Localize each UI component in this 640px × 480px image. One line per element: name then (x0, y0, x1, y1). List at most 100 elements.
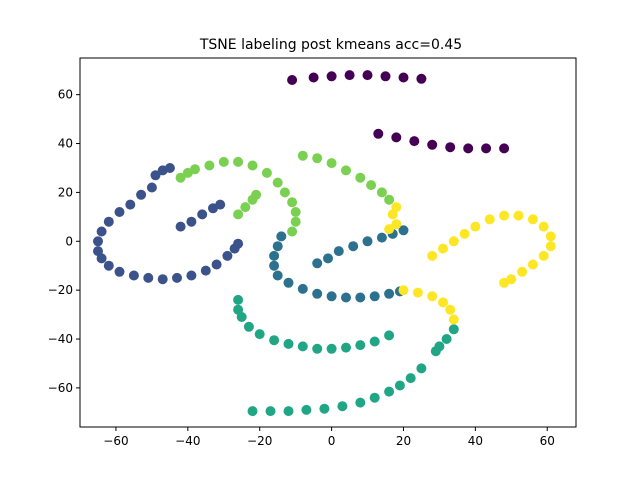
data-point (355, 292, 366, 303)
data-point (384, 330, 395, 341)
data-point (265, 406, 276, 417)
data-point (200, 265, 211, 276)
data-point (96, 253, 107, 264)
x-tick-label: −60 (103, 434, 128, 448)
data-point (355, 172, 366, 183)
y-tick-label: −60 (48, 381, 73, 395)
data-point (333, 246, 344, 257)
data-point (211, 259, 222, 270)
data-point (283, 406, 294, 417)
data-point (355, 340, 366, 351)
data-point (398, 72, 409, 83)
data-point (409, 136, 420, 147)
data-point (545, 231, 556, 242)
data-point (128, 270, 139, 281)
data-point (323, 253, 333, 264)
data-point (287, 197, 298, 208)
data-point (172, 272, 182, 283)
data-point (103, 260, 114, 271)
data-point (341, 292, 351, 303)
data-point (427, 291, 438, 302)
data-point (545, 241, 556, 252)
y-tick-label: 0 (65, 234, 73, 248)
data-point (427, 250, 438, 261)
data-point (445, 142, 456, 153)
data-point (438, 297, 448, 308)
data-point (150, 170, 161, 181)
y-tick-label: 20 (58, 185, 73, 199)
data-point (463, 143, 474, 154)
data-point (445, 304, 456, 315)
data-point (319, 403, 330, 414)
y-tick-label: 40 (58, 137, 73, 151)
data-point (527, 214, 538, 225)
data-point (186, 216, 197, 227)
data-point (218, 156, 229, 167)
data-point (215, 199, 226, 210)
data-point (233, 156, 244, 167)
data-point (326, 343, 337, 354)
data-point (143, 272, 154, 283)
data-point (312, 343, 323, 354)
data-point (243, 321, 254, 332)
data-point (481, 143, 492, 154)
data-point (283, 277, 294, 288)
data-point (369, 291, 380, 302)
data-point (272, 177, 283, 188)
data-point (384, 224, 395, 235)
data-point (240, 202, 251, 213)
data-point (326, 71, 337, 82)
data-point (448, 324, 459, 335)
x-tick-label: 40 (468, 434, 483, 448)
x-tick-label: 60 (540, 434, 555, 448)
data-point (287, 75, 298, 85)
data-point (182, 167, 193, 178)
data-point (93, 236, 103, 247)
data-point (538, 250, 549, 261)
chart-title: TSNE labeling post kmeans acc=0.45 (199, 37, 462, 53)
series-1 (93, 163, 244, 285)
data-point (384, 386, 395, 397)
data-point (308, 72, 319, 83)
data-point (312, 153, 323, 164)
data-point (448, 236, 459, 247)
data-point (204, 160, 215, 171)
data-point (448, 314, 459, 325)
x-tick-label: 20 (396, 434, 411, 448)
data-point (459, 228, 470, 239)
data-point (344, 70, 355, 81)
data-point (276, 231, 287, 242)
data-point (380, 71, 391, 82)
data-point (326, 291, 337, 302)
data-point (287, 226, 298, 237)
data-point (398, 225, 409, 236)
data-point (283, 338, 294, 349)
data-point (175, 172, 186, 183)
data-point (441, 334, 452, 344)
data-point (416, 73, 427, 84)
y-tick-label: −20 (48, 283, 73, 297)
data-point (157, 274, 168, 285)
data-point (297, 150, 308, 161)
data-point (146, 182, 157, 193)
data-point (103, 216, 114, 227)
data-point (114, 266, 125, 277)
data-point (348, 241, 359, 252)
data-point (398, 285, 409, 296)
data-point (416, 363, 427, 374)
data-point (373, 128, 384, 139)
data-point (384, 288, 395, 299)
data-point (269, 260, 280, 271)
data-point (434, 341, 445, 352)
data-point (427, 139, 438, 150)
data-point (114, 207, 125, 217)
data-point (369, 392, 380, 403)
plot-frame (79, 57, 577, 428)
data-point (247, 160, 258, 171)
data-point (337, 401, 348, 412)
data-point (290, 216, 301, 227)
data-point (312, 288, 323, 299)
data-point (222, 250, 233, 261)
series-4 (175, 150, 395, 237)
